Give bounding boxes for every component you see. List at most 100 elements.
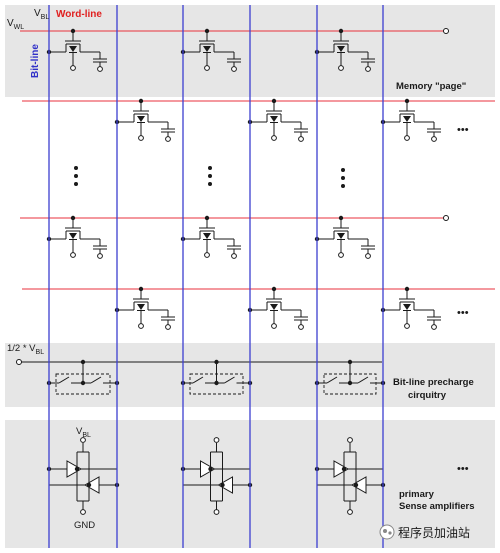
body-terminal — [404, 323, 410, 329]
bit-lines — [48, 5, 384, 548]
precharge-terminal — [16, 359, 22, 365]
capacitor-terminal — [97, 253, 103, 259]
sense-amplifier — [314, 437, 386, 515]
gnd-label: GND — [74, 520, 95, 531]
watermark: 程序员加油站 — [379, 524, 470, 540]
gnd-terminal — [80, 509, 86, 515]
body-diode-icon — [69, 46, 77, 52]
sense-amplifier — [46, 437, 120, 515]
memory-cell — [46, 215, 107, 259]
sense-amplifier — [180, 437, 253, 515]
body-diode-icon — [69, 233, 77, 239]
precharge-circuit — [180, 359, 253, 395]
capacitor-terminal — [165, 324, 171, 330]
vbl-terminal — [213, 437, 220, 443]
vertical-ellipsis — [208, 166, 212, 186]
body-diode-icon — [403, 116, 411, 122]
precharge-label-2: cirquitry — [408, 390, 447, 401]
cross-dot — [353, 482, 359, 488]
precharge-label-1: Bit-line precharge — [393, 377, 474, 388]
switch-blade — [326, 376, 338, 384]
memory-cell — [314, 215, 375, 259]
capacitor-terminal — [365, 66, 371, 72]
ellipsis-row-2: ••• — [457, 124, 469, 136]
body-terminal — [70, 252, 76, 258]
ellipsis-dot — [74, 174, 78, 178]
ellipsis-dot — [208, 166, 212, 170]
memory-cell — [180, 215, 241, 259]
cross-dot — [220, 482, 225, 488]
memory-cell — [380, 286, 441, 330]
sense-label-2: Sense amplifiers — [399, 501, 475, 512]
switch-blade — [224, 376, 235, 384]
capacitor-terminal — [431, 136, 437, 142]
memory-page-label: Memory "page" — [396, 81, 466, 92]
ellipsis-dot — [341, 176, 345, 180]
ellipsis-dot — [208, 174, 212, 178]
body-diode-icon — [337, 46, 345, 52]
cross-dot — [208, 466, 213, 472]
memory-cell — [114, 98, 175, 142]
word-lines — [20, 30, 495, 290]
ellipsis-sense: ••• — [457, 463, 469, 475]
capacitor-terminal — [97, 66, 103, 72]
capacitor-terminal — [298, 136, 304, 142]
sense-vbl-label: VBL — [76, 426, 91, 439]
vbl-terminal — [80, 437, 86, 443]
sense-amplifiers — [46, 437, 386, 515]
body-terminal — [138, 135, 144, 141]
body-diode-icon — [203, 46, 211, 52]
capacitor-terminal — [165, 136, 171, 142]
capacitor-terminal — [298, 324, 304, 330]
bit-line-label: Bit-line — [30, 44, 41, 78]
memory-cell — [114, 286, 175, 330]
watermark-logo-icon — [379, 524, 395, 540]
word-line-label: Word-line — [56, 9, 102, 20]
precharge-circuits — [46, 359, 386, 395]
switch-blade — [58, 376, 70, 384]
switch-blade — [357, 376, 369, 384]
switch-blade — [192, 376, 204, 384]
body-diode-icon — [403, 304, 411, 310]
ellipsis-dot — [341, 184, 345, 188]
vertical-ellipsis — [341, 168, 345, 188]
body-diode-icon — [270, 116, 278, 122]
memory-cell — [314, 28, 375, 72]
body-terminal — [70, 65, 76, 71]
memory-cell — [180, 28, 241, 72]
ellipsis-dot — [208, 182, 212, 186]
body-terminal — [204, 252, 210, 258]
vertical-ellipses — [74, 166, 345, 188]
ellipsis-dot — [74, 166, 78, 170]
body-diode-icon — [337, 233, 345, 239]
memory-cell — [247, 286, 308, 330]
capacitor-terminal — [365, 253, 371, 259]
cross-dot — [86, 482, 92, 488]
body-terminal — [338, 65, 344, 71]
sense-label-1: primary — [399, 489, 435, 500]
body-terminal — [204, 65, 210, 71]
capacitor-terminal — [431, 324, 437, 330]
capacitor-terminal — [231, 66, 237, 72]
watermark-text: 程序员加油站 — [398, 525, 470, 540]
half-vbl-label: 1/2 * VBL — [7, 343, 44, 356]
word-line-terminal — [443, 28, 449, 34]
body-diode-icon — [137, 304, 145, 310]
ellipsis-dot — [74, 182, 78, 186]
body-terminal — [271, 323, 277, 329]
vwl-label: VWL — [7, 18, 24, 31]
cross-dot — [341, 466, 347, 472]
body-terminal — [138, 323, 144, 329]
body-terminal — [338, 252, 344, 258]
ellipsis-row-4: ••• — [457, 307, 469, 319]
body-terminal — [271, 135, 277, 141]
gnd-terminal — [347, 509, 353, 515]
body-diode-icon — [203, 233, 211, 239]
word-line-terminal — [443, 215, 449, 221]
vertical-ellipsis — [74, 166, 78, 186]
vbl-terminal — [347, 437, 353, 443]
body-diode-icon — [137, 116, 145, 122]
watermark-logo-inner — [383, 529, 387, 533]
